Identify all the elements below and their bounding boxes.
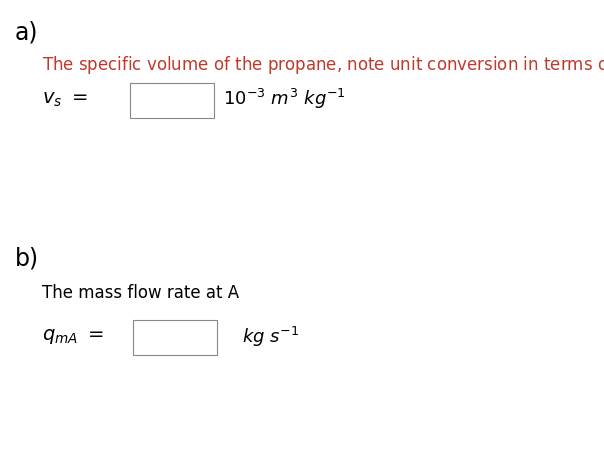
Text: $v_s\ =$: $v_s\ =$ [42,89,88,109]
Text: $10^{-3}\ m^3\ kg^{-1}$: $10^{-3}\ m^3\ kg^{-1}$ [223,87,346,111]
Text: $q_{mA}\ =$: $q_{mA}\ =$ [42,327,104,346]
Text: a): a) [15,21,39,45]
Text: The mass flow rate at A: The mass flow rate at A [42,284,239,301]
Text: $kg\ s^{-1}$: $kg\ s^{-1}$ [242,325,299,349]
Bar [130,83,214,118]
Bar [133,320,217,355]
Text: b): b) [15,247,39,271]
Text: The specific volume of the propane, note unit conversion in terms of $10^{-3}$: The specific volume of the propane, note… [42,53,604,77]
